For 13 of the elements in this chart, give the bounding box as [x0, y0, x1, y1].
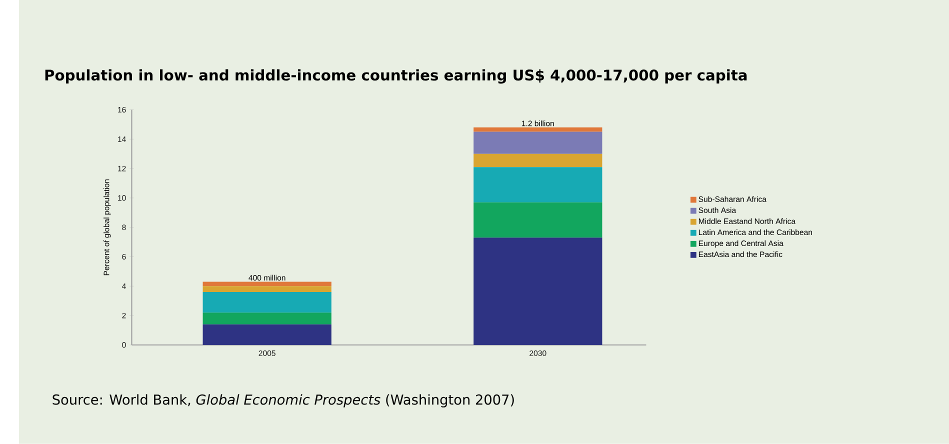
bar — [202, 286, 332, 292]
bar — [474, 132, 602, 154]
bar — [202, 324, 332, 345]
bar — [202, 282, 332, 286]
source-note: Source: World Bank, Global Economic Prospects (Washington 2007) — [52, 394, 514, 408]
bar — [474, 127, 602, 132]
bar — [474, 167, 602, 202]
bar — [474, 238, 602, 345]
bar — [474, 154, 602, 168]
bar — [202, 312, 332, 324]
chart-title: Population in low- and middle-income countries earning US$ 4,000-17,000 per capita — [45, 69, 747, 84]
bar — [202, 292, 332, 313]
bar — [474, 202, 602, 238]
